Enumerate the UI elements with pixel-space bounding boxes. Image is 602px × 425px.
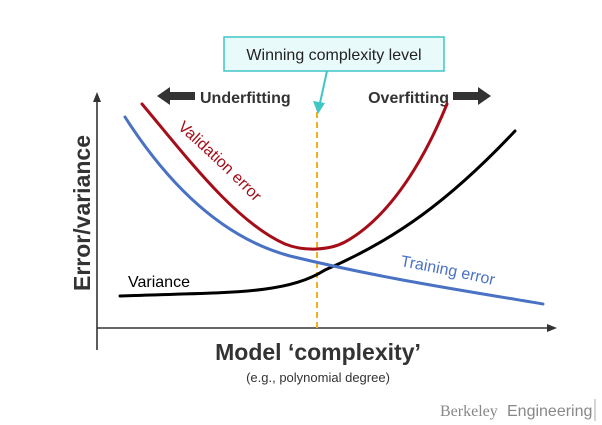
x-axis-sublabel: (e.g., polynomial degree) [246,370,390,385]
training-error-label-path: Training error [399,253,497,289]
overfitting-region-label: Overfitting [368,87,491,107]
variance-label: Variance [128,274,190,291]
underfitting-region-label: Underfitting [157,87,291,107]
y-axis-arrowhead [93,92,101,102]
variance-curve [118,129,517,298]
callout-pointer-line [319,70,328,104]
brand-serif-text: Berkeley [440,403,498,420]
callout-pointer-arrowhead [313,101,325,114]
axes [93,92,557,350]
footer-brand: Berkeley Engineering [440,399,596,421]
validation-error-curve [140,102,449,251]
right-arrow-icon [453,87,491,105]
callout-text: Winning complexity level [246,47,421,64]
callout-box [223,36,445,72]
left-arrow-icon [157,87,195,105]
training-error-curve [123,115,545,306]
callout: Winning complexity level [223,36,445,114]
y-axis-label: Error/variance [69,135,95,291]
brand-sans-text: Engineering [507,403,592,420]
training-error-label: Training error [399,253,497,289]
x-axis-label: Model ‘complexity’ [215,339,421,365]
overfitting-label: Overfitting [368,90,449,107]
x-axis-arrowhead [547,324,557,332]
underfitting-label: Underfitting [200,90,291,107]
